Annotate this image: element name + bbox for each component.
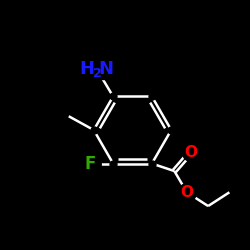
Text: F: F	[85, 154, 96, 172]
Text: N: N	[98, 60, 113, 78]
Text: H: H	[80, 60, 94, 78]
Text: O: O	[180, 185, 194, 200]
Text: 2: 2	[92, 67, 101, 80]
Text: O: O	[184, 145, 197, 160]
